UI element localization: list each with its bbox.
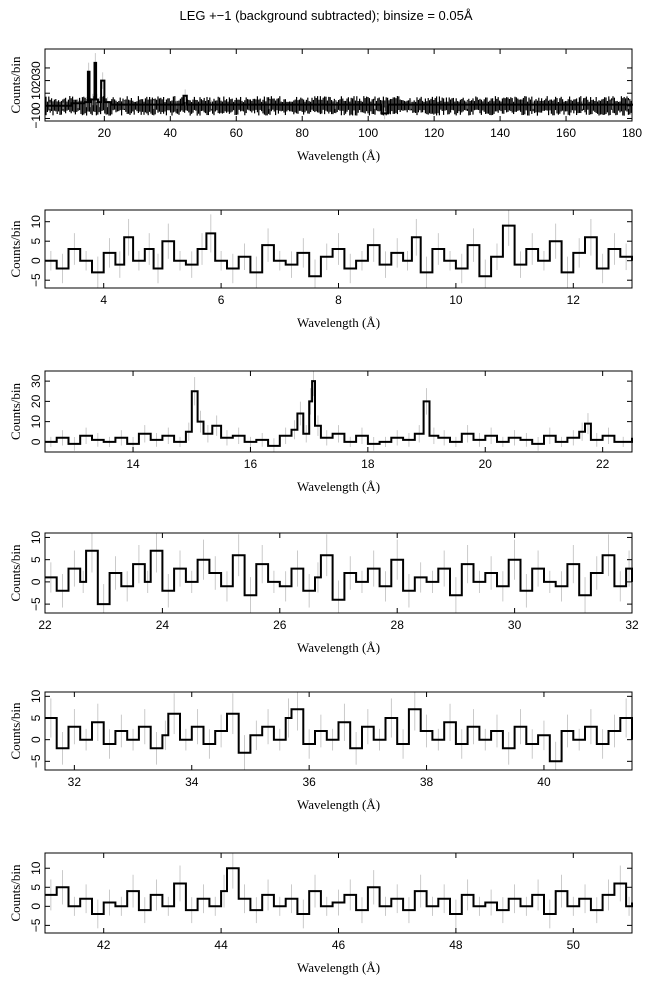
x-tick-label: 100 [358, 126, 378, 140]
x-tick-label: 40 [164, 126, 178, 140]
y-tick-label: 5 [29, 714, 43, 721]
x-tick-label: 32 [68, 775, 82, 789]
plot-frame [44, 532, 633, 614]
x-tick-label: 12 [567, 293, 581, 307]
y-tick-label: 5 [29, 556, 43, 563]
y-tick-label: 20 [29, 394, 43, 408]
x-tick-label: 38 [420, 775, 434, 789]
y-tick-label: −5 [29, 597, 43, 611]
y-tick-label: 30 [29, 374, 43, 388]
spectrum-panel-1: 20 40 60 80 100 120 140 160 180−100102030Wavelen… [8, 48, 642, 163]
x-tick-label: 22 [38, 618, 52, 632]
x-tick-label: 22 [596, 457, 610, 471]
x-tick-label: 20 [479, 457, 493, 471]
x-tick-label: 36 [302, 775, 316, 789]
spectrum-line [45, 708, 633, 763]
x-axis-label: Wavelength (Å) [297, 797, 380, 812]
x-tick-label: 32 [625, 618, 639, 632]
page-title: LEG +−1 (background subtracted); binsize… [179, 8, 473, 23]
spectrum-panel-5: 32 34 36 38 40 −5 0 5 10 Wavelength (Å) Counts/bin [8, 689, 633, 812]
x-tick-label: 30 [508, 618, 522, 632]
x-tick-label: 20 [98, 126, 112, 140]
x-tick-label: 140 [490, 126, 510, 140]
x-tick-label: 14 [126, 457, 140, 471]
x-tick-label: 6 [218, 293, 225, 307]
y-axis-label: Counts/bin [8, 56, 23, 114]
x-axis-label: Wavelength (Å) [297, 640, 380, 655]
x-tick-label: 10 [449, 293, 463, 307]
spectrum-panel-4: 22 24 26 28 30 32 −5 0 5 10 Wavelength (Å) Counts/b… [8, 530, 639, 655]
x-tick-label: 120 [424, 126, 444, 140]
y-tick-label: −10 [29, 108, 43, 129]
x-tick-label: 18 [361, 457, 375, 471]
y-tick-label: −5 [29, 273, 43, 287]
x-tick-label: 180 [622, 126, 642, 140]
x-axis-label: Wavelength (Å) [297, 148, 380, 163]
y-tick-label: 10 [29, 215, 43, 229]
x-tick-label: 44 [214, 938, 228, 952]
spectrum-panel-6: 42 44 46 48 50 −5 0 5 10 Wavelength (Å) Counts/bin [8, 852, 633, 975]
y-axis-label: Counts/bin [8, 544, 23, 602]
x-tick-label: 42 [97, 938, 111, 952]
y-tick-label: 0 [29, 438, 43, 445]
x-axis-label: Wavelength (Å) [297, 479, 380, 494]
y-axis-label: Counts/bin [8, 702, 23, 760]
x-axis-label: Wavelength (Å) [297, 960, 380, 975]
spectrum-panel-3: 14 16 18 20 22 0 10 20 30 Wavelength (Å) Counts/bi… [8, 370, 633, 494]
spectrum-line [45, 224, 633, 278]
y-tick-label: 0 [29, 578, 43, 585]
y-tick-label: 10 [29, 415, 43, 429]
x-tick-label: 50 [567, 938, 581, 952]
y-axis-label: Counts/bin [8, 382, 23, 440]
y-tick-label: 30 [29, 61, 43, 75]
x-tick-label: 46 [332, 938, 346, 952]
y-tick-label: 0 [29, 257, 43, 264]
x-axis-label: Wavelength (Å) [297, 315, 380, 330]
y-tick-label: 0 [29, 903, 43, 910]
y-tick-label: 5 [29, 238, 43, 245]
y-tick-label: 20 [29, 74, 43, 88]
y-tick-label: 0 [29, 102, 43, 109]
x-tick-label: 40 [537, 775, 551, 789]
x-tick-label: 26 [273, 618, 287, 632]
y-tick-label: 10 [29, 86, 43, 100]
y-axis-label: Counts/bin [8, 220, 23, 278]
y-axis-label: Counts/bin [8, 864, 23, 922]
spectrum-panel-2: 4 6 8 10 12 −5 0 5 10 Wavelength (Å) Counts/bin [8, 209, 633, 330]
x-tick-label: 160 [556, 126, 576, 140]
y-tick-label: 10 [29, 689, 43, 703]
y-tick-label: −5 [29, 754, 43, 768]
spectrum-line [45, 867, 633, 915]
x-tick-label: 80 [296, 126, 310, 140]
x-tick-label: 28 [391, 618, 405, 632]
spectrum-line [45, 380, 633, 447]
x-tick-label: 16 [244, 457, 258, 471]
x-tick-label: 8 [335, 293, 342, 307]
y-tick-label: −5 [29, 918, 43, 932]
plot-frame [44, 370, 633, 453]
y-tick-label: 10 [29, 530, 43, 544]
y-tick-label: 0 [29, 736, 43, 743]
x-tick-label: 48 [449, 938, 463, 952]
x-tick-label: 60 [230, 126, 244, 140]
x-tick-label: 4 [100, 293, 107, 307]
spectrum-line [45, 549, 633, 606]
x-tick-label: 34 [185, 775, 199, 789]
plot-frame [44, 691, 633, 771]
noise-band [45, 96, 632, 116]
x-tick-label: 24 [156, 618, 170, 632]
y-tick-label: 5 [29, 884, 43, 891]
spectrum-line [45, 61, 633, 115]
y-tick-label: 10 [29, 861, 43, 875]
plot-frame [44, 48, 633, 122]
